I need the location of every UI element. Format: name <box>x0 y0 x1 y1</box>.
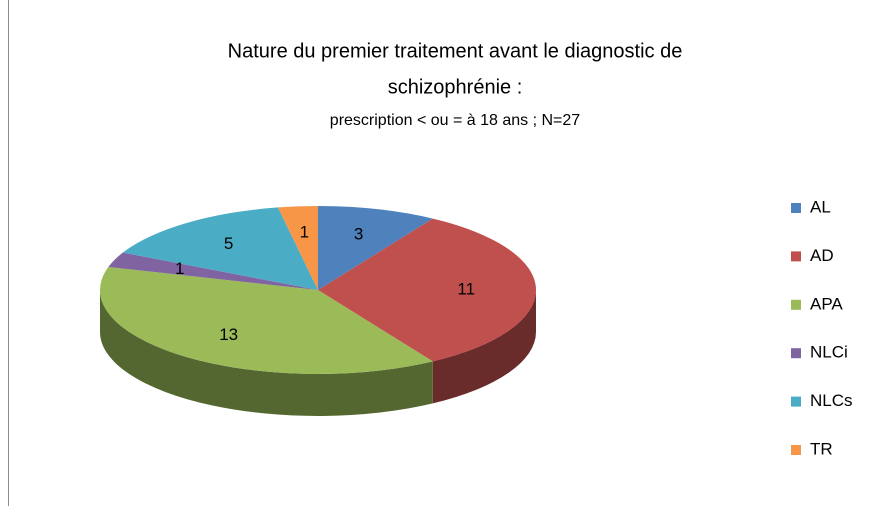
data-label: 5 <box>224 234 233 253</box>
pie-side <box>99 290 433 416</box>
legend-label: AD <box>810 246 834 265</box>
data-label: 1 <box>300 223 309 242</box>
pie-top <box>122 207 318 290</box>
legend-label: TR <box>810 439 833 458</box>
legend-swatch <box>791 348 801 359</box>
legend-label: NLCs <box>810 391 853 410</box>
pie-slice <box>277 206 318 290</box>
chart-frame <box>8 0 9 506</box>
data-label: 11 <box>457 279 475 298</box>
legend-label: NLCi <box>810 343 848 362</box>
legend-swatch <box>791 299 801 310</box>
legend-label: APA <box>810 294 843 313</box>
legend-swatch <box>791 396 801 407</box>
data-label: 13 <box>219 325 238 344</box>
chart-title: schizophrénie : <box>388 76 523 98</box>
pie-top <box>318 206 433 290</box>
pie-slice <box>108 252 318 290</box>
pie-slice <box>318 218 536 404</box>
legend-swatch <box>791 445 801 455</box>
pie-slice <box>318 206 433 290</box>
pie-top <box>318 218 536 362</box>
pie-top <box>277 206 318 290</box>
pie-top <box>108 252 318 290</box>
data-label: 1 <box>175 259 184 278</box>
pie-slice <box>99 267 433 416</box>
chart-subtitle: prescription < ou = à 18 ans ; N=27 <box>330 112 580 129</box>
pie-slice <box>122 207 318 290</box>
legend-swatch <box>791 203 801 213</box>
legend-swatch <box>791 251 801 262</box>
data-label: 3 <box>354 225 363 244</box>
chart-title: Nature du premier traitement avant le di… <box>228 40 683 62</box>
pie-top <box>100 267 433 374</box>
pie-side <box>432 290 536 404</box>
legend-label: AL <box>810 197 831 216</box>
